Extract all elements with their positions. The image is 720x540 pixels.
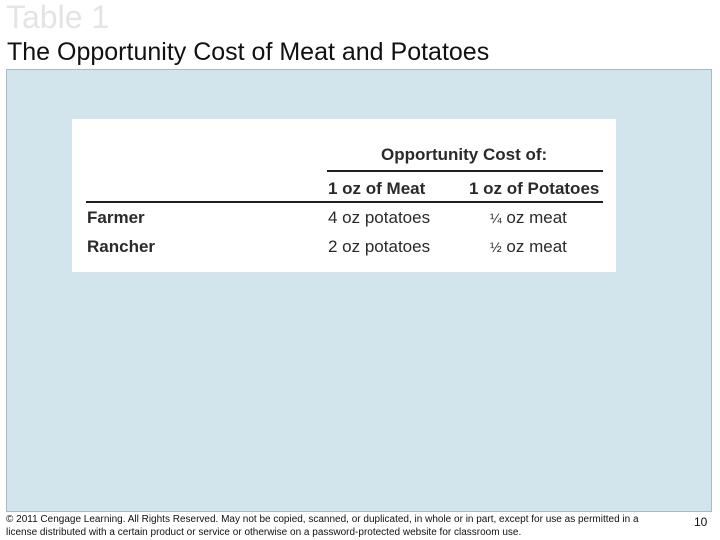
row-label-rancher: Rancher	[87, 237, 156, 256]
table-group-header: Opportunity Cost of:	[381, 145, 548, 164]
slide-title: The Opportunity Cost of Meat and Potatoe…	[7, 38, 490, 66]
rancher-meat-cost: 2 oz potatoes	[328, 237, 431, 256]
farmer-meat-cost: 4 oz potatoes	[328, 208, 431, 227]
rancher-potatoes-fraction: ½	[490, 239, 502, 255]
slide-label: Table 1	[6, 0, 110, 35]
column-header-rule	[86, 201, 603, 203]
rancher-potatoes-unit: oz meat	[506, 237, 567, 256]
column-header-meat: 1 oz of Meat	[328, 179, 426, 198]
rancher-potatoes-cost: ½ oz meat	[490, 237, 567, 257]
farmer-potatoes-cost: ¼ oz meat	[490, 208, 567, 228]
group-header-rule	[327, 170, 603, 172]
farmer-potatoes-unit: oz meat	[506, 208, 567, 227]
farmer-potatoes-fraction: ¼	[490, 210, 502, 226]
row-label-farmer: Farmer	[87, 208, 145, 227]
column-header-potatoes: 1 oz of Potatoes	[469, 179, 600, 198]
copyright-notice: © 2011 Cengage Learning. All Rights Rese…	[6, 514, 639, 538]
opportunity-cost-table: Opportunity Cost of: 1 oz of Meat 1 oz o…	[72, 119, 616, 272]
page-number: 10	[694, 515, 708, 529]
